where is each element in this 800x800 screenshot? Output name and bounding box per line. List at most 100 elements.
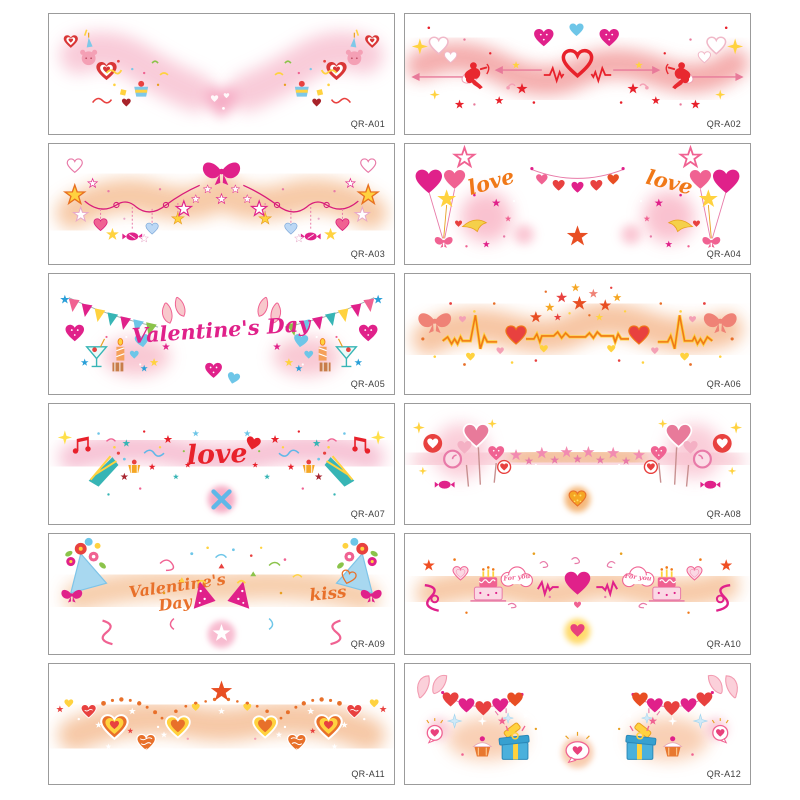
white-star-bottom — [207, 620, 236, 649]
kiss-script-text: kiss — [308, 581, 347, 605]
bouquet-icon — [61, 537, 108, 603]
lollipop-icon — [443, 449, 463, 469]
heartbeat-line — [590, 65, 612, 84]
love-script-text: love — [186, 438, 248, 471]
blue-x-mark — [207, 485, 236, 514]
day-script-text: Day — [156, 591, 194, 615]
design-a02-illustration — [405, 23, 750, 134]
center-star-icon — [210, 680, 233, 701]
outline-heart-icon — [66, 158, 83, 173]
heart-icon — [475, 701, 492, 716]
confetti-streamer — [91, 97, 113, 104]
cocktail-glass-icon — [85, 338, 108, 368]
party-horn-side-group — [57, 429, 200, 496]
design-a01-illustration — [59, 14, 394, 134]
design-a07-illustration: love — [57, 404, 394, 514]
cupid-side-group — [411, 26, 542, 109]
heartbeat-line — [543, 65, 565, 84]
heart-icon — [590, 179, 603, 191]
curl-squiggle — [539, 560, 549, 569]
candy-charm-icon — [122, 232, 143, 241]
product-cell-a07: love QR-A07 — [48, 403, 395, 525]
mirrored-balloon-group — [621, 148, 739, 248]
cupcake-icon — [128, 459, 141, 473]
curl-squiggle — [571, 557, 580, 565]
party-horn-icon — [88, 446, 126, 487]
flower-icon — [74, 542, 87, 555]
confetti-streamer — [159, 72, 169, 76]
streamer-squiggle — [106, 438, 116, 442]
star-icon — [120, 472, 129, 481]
bunting-flag-icon — [117, 316, 132, 332]
cupcake-icon — [134, 80, 149, 97]
design-a11-illustration — [56, 680, 394, 784]
design-a03-illustration — [55, 144, 388, 264]
heart-icon — [64, 699, 74, 708]
confetti-streamer — [151, 60, 159, 64]
star-icon — [80, 358, 89, 366]
product-cell-a04: love love QR-A04 — [404, 143, 751, 265]
petal-icon — [161, 302, 173, 324]
top-hearts-group — [534, 23, 619, 47]
striped-heart-icon — [136, 733, 157, 752]
product-cell-a05: Valentine's Day QR-A05 — [48, 273, 395, 395]
checkered-heart-icon — [205, 362, 222, 378]
peach-wave-shape — [411, 302, 744, 356]
design-code-label: QR-A06 — [706, 379, 741, 389]
star-icon — [494, 96, 504, 105]
design-a08-illustration — [410, 404, 745, 513]
petal-icon — [174, 296, 186, 317]
star-icon — [172, 473, 179, 480]
ekg-bow-half-group — [418, 302, 578, 366]
ribbon-swirl — [330, 619, 342, 646]
product-grid: QR-A01 — [48, 13, 751, 785]
sparkle-star-icon — [105, 743, 112, 750]
heart-icon — [571, 181, 584, 193]
sparkle-icon — [57, 430, 73, 445]
bird-icon — [455, 219, 488, 233]
for-you-text: For you — [502, 572, 531, 583]
string-line — [84, 184, 200, 213]
heart-bubble-icon — [423, 434, 443, 453]
bunting-party-group — [60, 294, 186, 377]
star-icon — [454, 99, 465, 109]
sparkle-icon — [429, 89, 440, 100]
love-script-text: love — [644, 165, 696, 200]
candy-icon — [434, 480, 455, 489]
cake-side-group — [422, 552, 551, 614]
candle-icon — [116, 338, 125, 361]
heart-bubble-small-icon — [497, 459, 512, 475]
design-code-label: QR-A08 — [706, 509, 741, 519]
heart-icon — [496, 347, 504, 355]
design-code-label: QR-A12 — [706, 769, 741, 779]
streamer-squiggle — [143, 449, 165, 457]
peach-band-shape — [63, 569, 380, 612]
heartbeat-line — [442, 315, 498, 349]
hanging-charms-group — [64, 158, 201, 243]
product-cell-a12: QR-A12 — [404, 663, 751, 785]
party-bear-icon — [80, 32, 98, 66]
product-cell-a08: QR-A08 — [404, 403, 751, 525]
petal-icon — [432, 674, 448, 695]
center-star-icon — [566, 225, 589, 246]
confetti-streamer — [105, 69, 123, 75]
heart-icon — [607, 174, 619, 185]
cupcake-icon — [472, 736, 493, 757]
star-cluster-group — [529, 283, 627, 323]
for-you-text: For you — [623, 572, 652, 583]
pink-glow-shape — [514, 224, 534, 245]
heart-icon — [466, 352, 475, 361]
center-soft-heart-icon — [203, 86, 240, 119]
bunting-flag-icon — [79, 303, 93, 318]
ribbon-loop — [430, 594, 440, 604]
outline-star-icon — [453, 146, 476, 167]
heart-charm-icon — [93, 218, 108, 231]
flower-icon — [88, 551, 99, 562]
design-code-label: QR-A10 — [706, 639, 741, 649]
design-a05-illustration: Valentine's Day — [60, 274, 394, 386]
birthday-cake-icon — [470, 566, 507, 602]
heart-icon — [552, 179, 565, 191]
checkered-heart-icon — [488, 446, 505, 461]
balloon-bird-group — [415, 146, 534, 248]
design-code-label: QR-A01 — [350, 119, 385, 129]
